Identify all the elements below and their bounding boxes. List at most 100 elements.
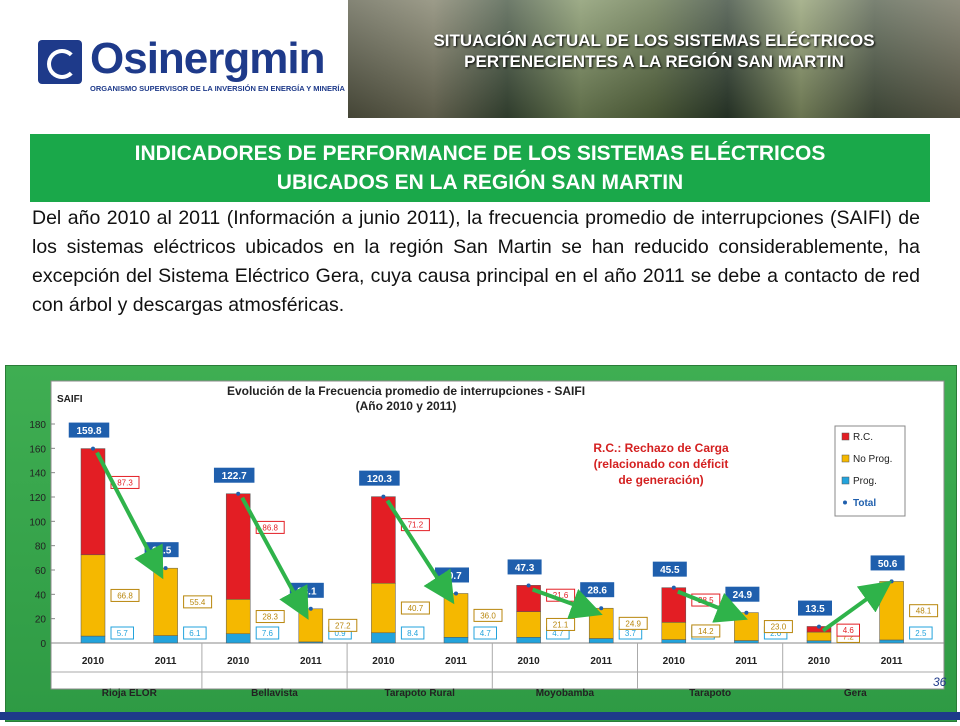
description-paragraph: Del año 2010 al 2011 (Información a juni… xyxy=(32,207,920,316)
bar-noprog xyxy=(443,593,469,638)
label-noprog: 40.7 xyxy=(408,604,424,613)
label-prog-box xyxy=(110,626,134,640)
legend-swatch xyxy=(841,454,850,463)
label-noprog-box xyxy=(473,608,503,622)
label-prog-box xyxy=(183,626,207,640)
total-marker xyxy=(889,579,894,584)
bar-noprog xyxy=(298,608,324,643)
category-label: 2011 xyxy=(155,656,177,667)
category-label: 2011 xyxy=(445,656,467,667)
logo-subtitle: ORGANISMO SUPERVISOR DE LA INVERSIÓN EN … xyxy=(90,84,345,93)
total-marker xyxy=(671,585,676,590)
category-label: 2011 xyxy=(590,656,612,667)
label-rc: 86.8 xyxy=(262,523,278,532)
trend-arrow xyxy=(677,589,748,623)
chart-title-line1: Evolución de la Frecuencia promedio de i… xyxy=(227,384,585,398)
label-noprog-box xyxy=(763,620,793,634)
label-rc-box xyxy=(836,623,860,637)
total-marker xyxy=(526,583,531,588)
group-label: Bellavista xyxy=(251,688,298,699)
label-rc: 71.2 xyxy=(408,521,424,530)
y-tick-label: 100 xyxy=(29,517,46,528)
bar-noprog xyxy=(879,581,904,641)
total-label-box xyxy=(507,559,542,575)
label-noprog: 7.2 xyxy=(843,632,855,641)
group-label: Rioja ELOR xyxy=(102,688,158,699)
category-label: 2010 xyxy=(663,656,686,667)
section-heading-line2: UBICADOS EN LA REGIÓN SAN MARTIN xyxy=(276,171,684,194)
category-label: 2011 xyxy=(300,656,322,667)
label-noprog-box xyxy=(546,617,576,631)
label-rc: 87.3 xyxy=(117,478,133,487)
slide-title-line2: PERTENECIENTES A LA REGIÓN SAN MARTIN xyxy=(464,52,844,71)
label-noprog: 28.3 xyxy=(262,613,278,622)
total-label: 47.3 xyxy=(515,563,535,574)
category-label: 2010 xyxy=(82,656,105,667)
total-label: 159.8 xyxy=(76,426,101,437)
total-marker xyxy=(381,494,386,499)
bar-prog xyxy=(225,633,251,644)
trend-arrow xyxy=(240,496,309,620)
label-noprog: 24.9 xyxy=(625,619,641,628)
total-label: 13.5 xyxy=(805,604,825,615)
label-rc: 28.5 xyxy=(698,596,714,605)
y-tick-label: 140 xyxy=(29,469,46,480)
bar-prog xyxy=(153,635,178,644)
total-label: 61.5 xyxy=(152,546,172,557)
label-prog: 8.4 xyxy=(407,629,419,638)
label-prog-box xyxy=(909,626,933,640)
bar-noprog xyxy=(661,622,687,640)
label-prog: 6.1 xyxy=(189,629,201,638)
legend-swatch xyxy=(841,476,850,485)
logo-mark-icon xyxy=(38,40,82,84)
total-marker xyxy=(599,606,604,611)
annotation-line1: R.C.: Rechazo de Carga xyxy=(593,441,729,455)
label-prog-box xyxy=(473,626,497,640)
label-prog-box xyxy=(255,626,280,640)
bar-prog xyxy=(806,640,832,644)
label-noprog: 48.1 xyxy=(916,607,932,616)
bar-rc xyxy=(80,448,106,556)
chart-panel: Evolución de la Frecuencia promedio de i… xyxy=(5,365,957,722)
bar-noprog xyxy=(806,631,832,642)
category-label: 2011 xyxy=(881,656,903,667)
saifi-chart: Evolución de la Frecuencia promedio de i… xyxy=(29,380,945,699)
label-prog: 2.5 xyxy=(915,629,927,638)
trend-arrow xyxy=(531,587,603,620)
category-label: 2010 xyxy=(227,656,250,667)
y-tick-label: 180 xyxy=(29,420,46,431)
annotation-line2: (relacionado con déficit xyxy=(594,457,729,471)
label-prog: 4.7 xyxy=(552,629,564,638)
bar-prog xyxy=(879,639,904,644)
total-label-box xyxy=(652,561,687,577)
legend-label: R.C. xyxy=(853,432,873,443)
label-noprog-box xyxy=(328,618,358,632)
bar-noprog xyxy=(225,599,251,635)
y-tick-label: 160 xyxy=(29,444,46,455)
section-heading-line1: INDICADORES DE PERFORMANCE DE LOS SISTEM… xyxy=(134,142,826,165)
label-noprog: 66.8 xyxy=(117,591,133,600)
legend-label: No Prog. xyxy=(853,454,892,465)
slide-header: Osinergmin ORGANISMO SUPERVISOR DE LA IN… xyxy=(0,0,960,122)
slide-title-line1: SITUACIÓN ACTUAL DE LOS SISTEMAS ELÉCTRI… xyxy=(433,31,875,50)
legend-box xyxy=(834,425,906,517)
total-label: 24.9 xyxy=(733,590,753,601)
bottom-strip xyxy=(0,712,960,720)
y-tick-label: 40 xyxy=(35,590,47,601)
trend-arrow xyxy=(95,451,164,580)
label-noprog: 36.0 xyxy=(480,611,496,620)
bar-prog xyxy=(371,632,396,644)
total-label-box xyxy=(213,467,255,483)
bar-prog xyxy=(588,638,614,644)
y-tick-label: 60 xyxy=(35,566,47,577)
bar-rc xyxy=(225,493,251,600)
label-noprog: 14.2 xyxy=(698,627,714,636)
total-marker xyxy=(454,591,458,596)
label-prog: 4.7 xyxy=(480,629,492,638)
total-marker xyxy=(163,566,168,571)
bar-prog xyxy=(80,635,106,644)
bar-prog xyxy=(661,639,687,644)
y-tick-label: 0 xyxy=(40,639,46,650)
bar-noprog xyxy=(80,554,106,637)
category-label: 2011 xyxy=(736,656,758,667)
